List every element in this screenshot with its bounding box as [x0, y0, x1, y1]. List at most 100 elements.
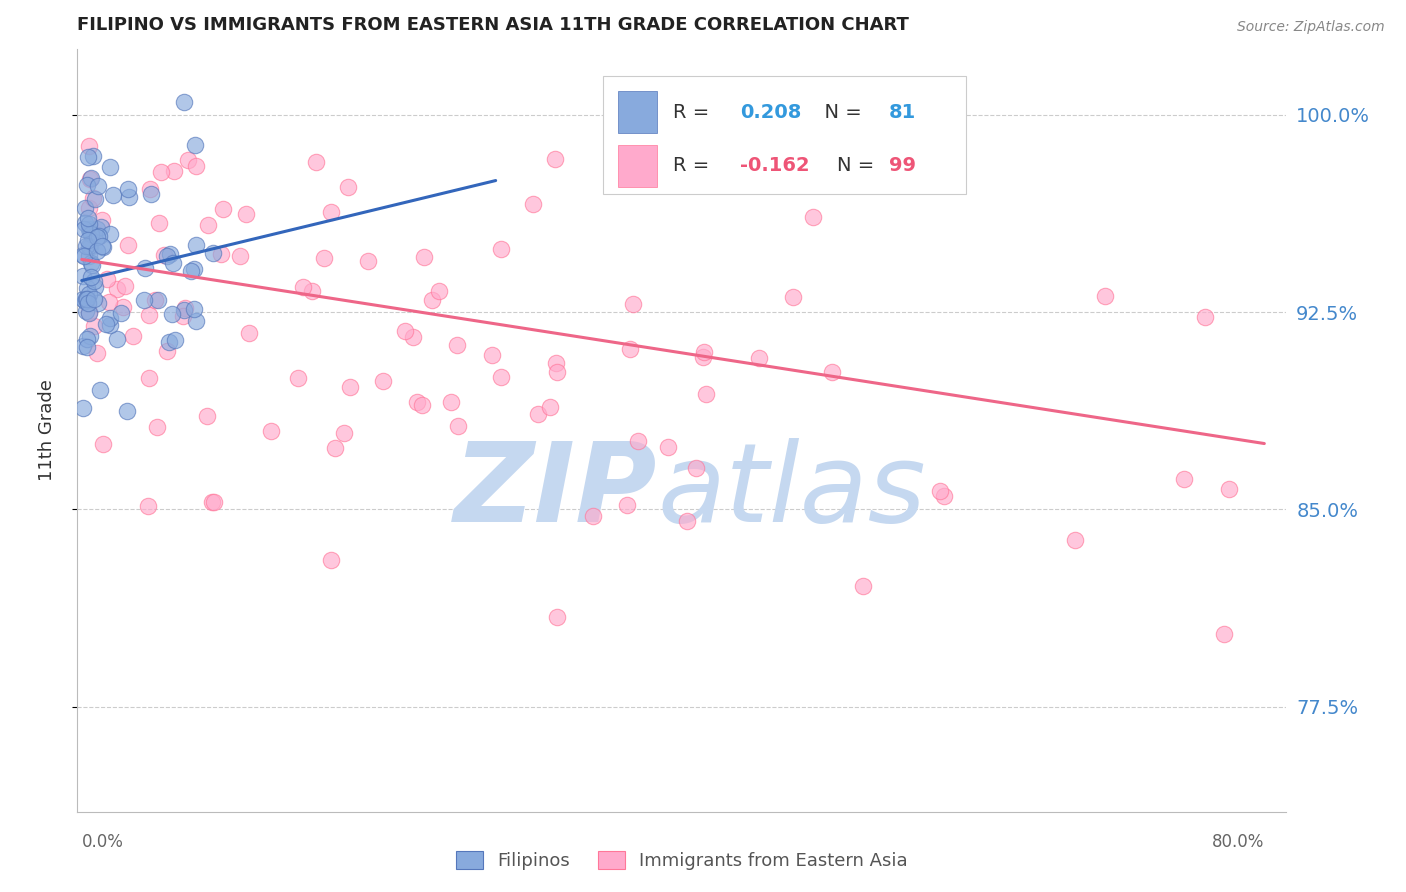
Point: [83, 292, 105, 306]
Point: [91, 437, 114, 451]
Point: [235, 207, 257, 221]
Point: [301, 284, 323, 298]
Point: [79, 287, 101, 301]
Point: [77, 217, 100, 231]
Point: [77, 211, 100, 225]
Point: [405, 395, 427, 409]
Point: [932, 489, 955, 503]
Point: [79, 225, 101, 239]
Text: atlas: atlas: [658, 438, 927, 545]
Point: [481, 348, 503, 362]
Point: [83, 318, 105, 333]
Point: [79, 256, 101, 270]
Point: [411, 398, 433, 412]
Point: [79, 328, 101, 343]
Point: [627, 434, 650, 449]
Point: [105, 332, 128, 346]
Point: [114, 279, 136, 293]
Point: [337, 179, 360, 194]
Point: [173, 301, 195, 315]
Point: [489, 243, 512, 257]
Point: [304, 154, 326, 169]
Point: [928, 483, 950, 498]
Point: [165, 333, 187, 347]
Point: [212, 202, 235, 216]
Text: -0.162: -0.162: [740, 156, 810, 175]
Point: [447, 419, 470, 434]
Point: [77, 233, 100, 247]
Point: [77, 150, 100, 164]
Point: [77, 296, 100, 310]
Point: [616, 498, 638, 512]
Text: Source: ZipAtlas.com: Source: ZipAtlas.com: [1237, 20, 1385, 34]
Point: [87, 229, 110, 244]
Point: [801, 211, 824, 225]
Point: [91, 239, 114, 253]
Point: [77, 238, 100, 252]
FancyBboxPatch shape: [617, 145, 657, 186]
Point: [77, 221, 100, 235]
Point: [76, 332, 98, 346]
Point: [97, 295, 120, 310]
Point: [522, 197, 544, 211]
Point: [79, 240, 101, 254]
Point: [527, 408, 550, 422]
Point: [145, 420, 167, 434]
Point: [1063, 533, 1085, 548]
Point: [103, 188, 125, 202]
Point: [323, 441, 346, 455]
Text: 0.208: 0.208: [740, 103, 801, 122]
Point: [76, 292, 98, 306]
Point: [87, 296, 110, 310]
Point: [695, 386, 717, 401]
Point: [184, 160, 207, 174]
Point: [160, 307, 183, 321]
Point: [648, 95, 671, 109]
Point: [117, 190, 139, 204]
Point: [75, 202, 97, 216]
Point: [582, 508, 605, 523]
Point: [72, 401, 94, 415]
Point: [1218, 482, 1240, 496]
Point: [172, 309, 194, 323]
Point: [200, 494, 222, 508]
Point: [77, 139, 100, 153]
Point: [72, 248, 94, 262]
Point: [202, 246, 225, 260]
Point: [75, 292, 97, 306]
Point: [80, 227, 103, 242]
Text: FILIPINO VS IMMIGRANTS FROM EASTERN ASIA 11TH GRADE CORRELATION CHART: FILIPINO VS IMMIGRANTS FROM EASTERN ASIA…: [77, 16, 910, 34]
Point: [75, 304, 97, 318]
FancyBboxPatch shape: [603, 76, 966, 194]
Point: [72, 269, 94, 284]
Point: [98, 160, 121, 174]
Point: [105, 282, 128, 296]
Point: [748, 351, 770, 365]
Point: [186, 237, 208, 252]
Point: [173, 95, 195, 109]
Point: [162, 256, 184, 270]
Text: 0.0%: 0.0%: [82, 833, 124, 851]
Point: [117, 237, 139, 252]
Text: R =: R =: [673, 156, 716, 175]
Point: [98, 227, 121, 242]
Point: [91, 240, 114, 254]
Text: 99: 99: [889, 156, 915, 175]
Point: [184, 137, 207, 152]
Point: [657, 440, 679, 454]
Point: [76, 340, 98, 354]
Point: [149, 165, 172, 179]
Point: [782, 290, 804, 304]
Point: [138, 371, 160, 385]
Point: [72, 292, 94, 306]
Point: [156, 344, 179, 359]
Point: [195, 409, 218, 423]
Point: [76, 178, 98, 192]
Point: [209, 246, 232, 260]
Point: [146, 293, 169, 307]
Text: N =: N =: [837, 156, 880, 175]
Point: [238, 326, 260, 340]
Point: [77, 249, 100, 263]
Point: [122, 328, 145, 343]
Point: [538, 400, 561, 414]
